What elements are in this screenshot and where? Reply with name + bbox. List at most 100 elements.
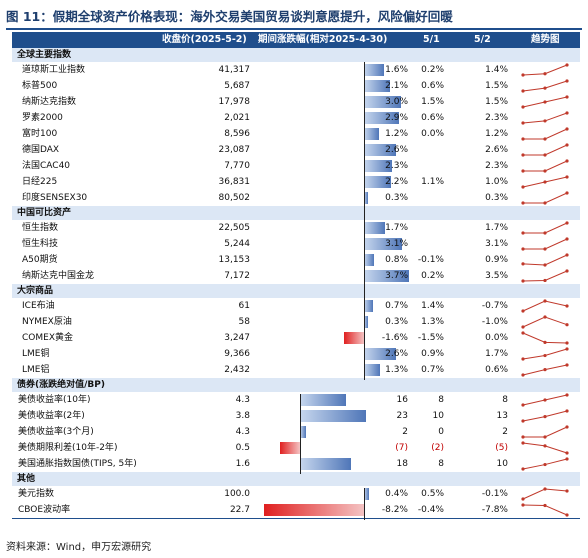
trend-sparkline: [521, 315, 569, 329]
change-5-1: 0.6%: [421, 113, 444, 123]
change-5-2: 13: [496, 411, 508, 421]
header-d2: 5/2: [474, 34, 491, 45]
sparkline-point: [521, 169, 525, 173]
period-change: 2.3%: [385, 161, 408, 171]
sparkline-point: [543, 444, 547, 448]
sparkline-point: [565, 457, 569, 461]
table-row: 日经225 36,831 2.2% 1.1% 1.0%: [12, 174, 580, 190]
sparkline-point: [543, 231, 547, 235]
change-bar: [364, 364, 380, 376]
asset-name: 恒生科技: [22, 239, 59, 249]
change-5-2: 1.5%: [485, 97, 508, 107]
table-row: 美债收益率(2年) 3.8 23 10 13: [12, 408, 580, 424]
sparkline-point: [521, 357, 525, 361]
change-5-2: 1.7%: [485, 223, 508, 233]
change-5-2: 1.2%: [485, 129, 508, 139]
change-5-1: 0.2%: [421, 65, 444, 75]
change-bar: [364, 254, 374, 266]
asset-name: 罗素2000: [22, 113, 63, 123]
asset-name: 恒生指数: [22, 223, 59, 233]
change-5-1: 1.5%: [421, 97, 444, 107]
change-5-1: -0.1%: [417, 255, 444, 265]
asset-name: 美债收益率(2年): [18, 411, 85, 421]
change-bar: [364, 128, 379, 140]
change-5-2: 8: [502, 395, 508, 405]
sparkline-point: [543, 169, 547, 173]
change-5-1: 0.7%: [421, 365, 444, 375]
period-change: 2: [402, 427, 408, 437]
zero-axis: [300, 394, 301, 474]
change-5-2: 0.0%: [485, 333, 508, 343]
close-value: 4.3: [235, 427, 250, 437]
table-row: 美债收益率(3个月) 4.3 2 0 2: [12, 424, 580, 440]
sparkline-point: [565, 409, 569, 413]
period-change: 0.7%: [385, 301, 408, 311]
asset-name: 道琼斯工业指数: [22, 65, 86, 75]
change-5-2: -0.7%: [481, 301, 508, 311]
sparkline-point: [565, 221, 569, 225]
close-value: 58: [238, 317, 250, 327]
close-value: 80,502: [218, 193, 251, 203]
change-bar: [364, 96, 401, 108]
sparkline-point: [521, 435, 525, 439]
period-change: 0.3%: [385, 317, 408, 327]
trend-sparkline: [521, 143, 569, 157]
close-value: 22.7: [229, 505, 250, 515]
sparkline-point: [565, 79, 569, 83]
sparkline-point: [543, 503, 547, 508]
sparkline-point: [521, 373, 525, 377]
sparkline-point: [565, 323, 569, 327]
period-change: 1.6%: [385, 65, 408, 75]
sparkline-point: [543, 278, 547, 283]
change-5-2: 1.0%: [485, 177, 508, 187]
period-change: 3.0%: [385, 97, 408, 107]
close-value: 23,087: [218, 145, 251, 155]
table-row: 印度SENSEX30 80,502 0.3% 0.3%: [12, 190, 580, 207]
trend-sparkline: [521, 503, 569, 517]
table-row: NYMEX原油 58 0.3% 1.3% -1.0%: [12, 314, 580, 330]
change-5-1: (2): [431, 443, 444, 453]
sparkline-point: [521, 121, 525, 125]
change-5-2: 2.3%: [485, 113, 508, 123]
period-change: 1.7%: [385, 223, 408, 233]
sparkline-point: [565, 111, 569, 115]
section-label: 全球主要指数: [17, 50, 72, 60]
trend-sparkline: [521, 331, 569, 345]
section-label: 其他: [17, 474, 36, 484]
trend-sparkline: [521, 237, 569, 251]
close-value: 3.8: [235, 411, 250, 421]
sparkline-point: [521, 185, 525, 189]
change-5-1: 0.9%: [421, 349, 444, 359]
change-bar: [364, 316, 368, 328]
asset-name: 标普500: [22, 81, 58, 91]
figure-title: 图 11：假期全球资产价格表现：海外交易美国贸易谈判意愿提升，风险偏好回暖: [6, 9, 453, 24]
close-value: 5,244: [224, 239, 250, 249]
change-5-2: -7.8%: [481, 505, 508, 515]
period-change: 3.7%: [385, 271, 408, 281]
period-change: 0.8%: [385, 255, 408, 265]
sparkline-point: [565, 489, 569, 493]
table-row: LME铝 2,432 1.3% 0.7% 0.6%: [12, 362, 580, 379]
table-row: ICE布油 61 0.7% 1.4% -0.7%: [12, 298, 580, 314]
source-note: 资料来源：Wind，申万宏源研究: [6, 542, 152, 553]
sparkline-point: [521, 231, 525, 235]
header-trend: 趋势图: [531, 34, 560, 45]
sparkline-point: [565, 159, 569, 163]
sparkline-point: [543, 137, 547, 141]
change-bar: [364, 112, 400, 124]
asset-name: 美债收益率(3个月): [18, 427, 94, 437]
sparkline-point: [543, 462, 547, 467]
trend-sparkline: [521, 299, 569, 313]
section-header: 债券(涨跌绝对值/BP): [12, 378, 580, 392]
table-row: 法国CAC40 7,770 2.3% 2.3%: [12, 158, 580, 174]
asset-name: 纳斯达克指数: [22, 97, 77, 107]
trend-sparkline: [521, 221, 569, 235]
trend-sparkline: [521, 253, 569, 267]
table-row: 美债收益率(10年) 4.3 16 8 8: [12, 392, 580, 408]
section-header: 全球主要指数: [12, 48, 580, 62]
change-5-1: 8: [438, 459, 444, 469]
trend-sparkline: [521, 347, 569, 361]
change-5-1: -1.5%: [417, 333, 444, 343]
sparkline-point: [521, 467, 525, 471]
asset-name: 美债收益率(10年): [18, 395, 91, 405]
